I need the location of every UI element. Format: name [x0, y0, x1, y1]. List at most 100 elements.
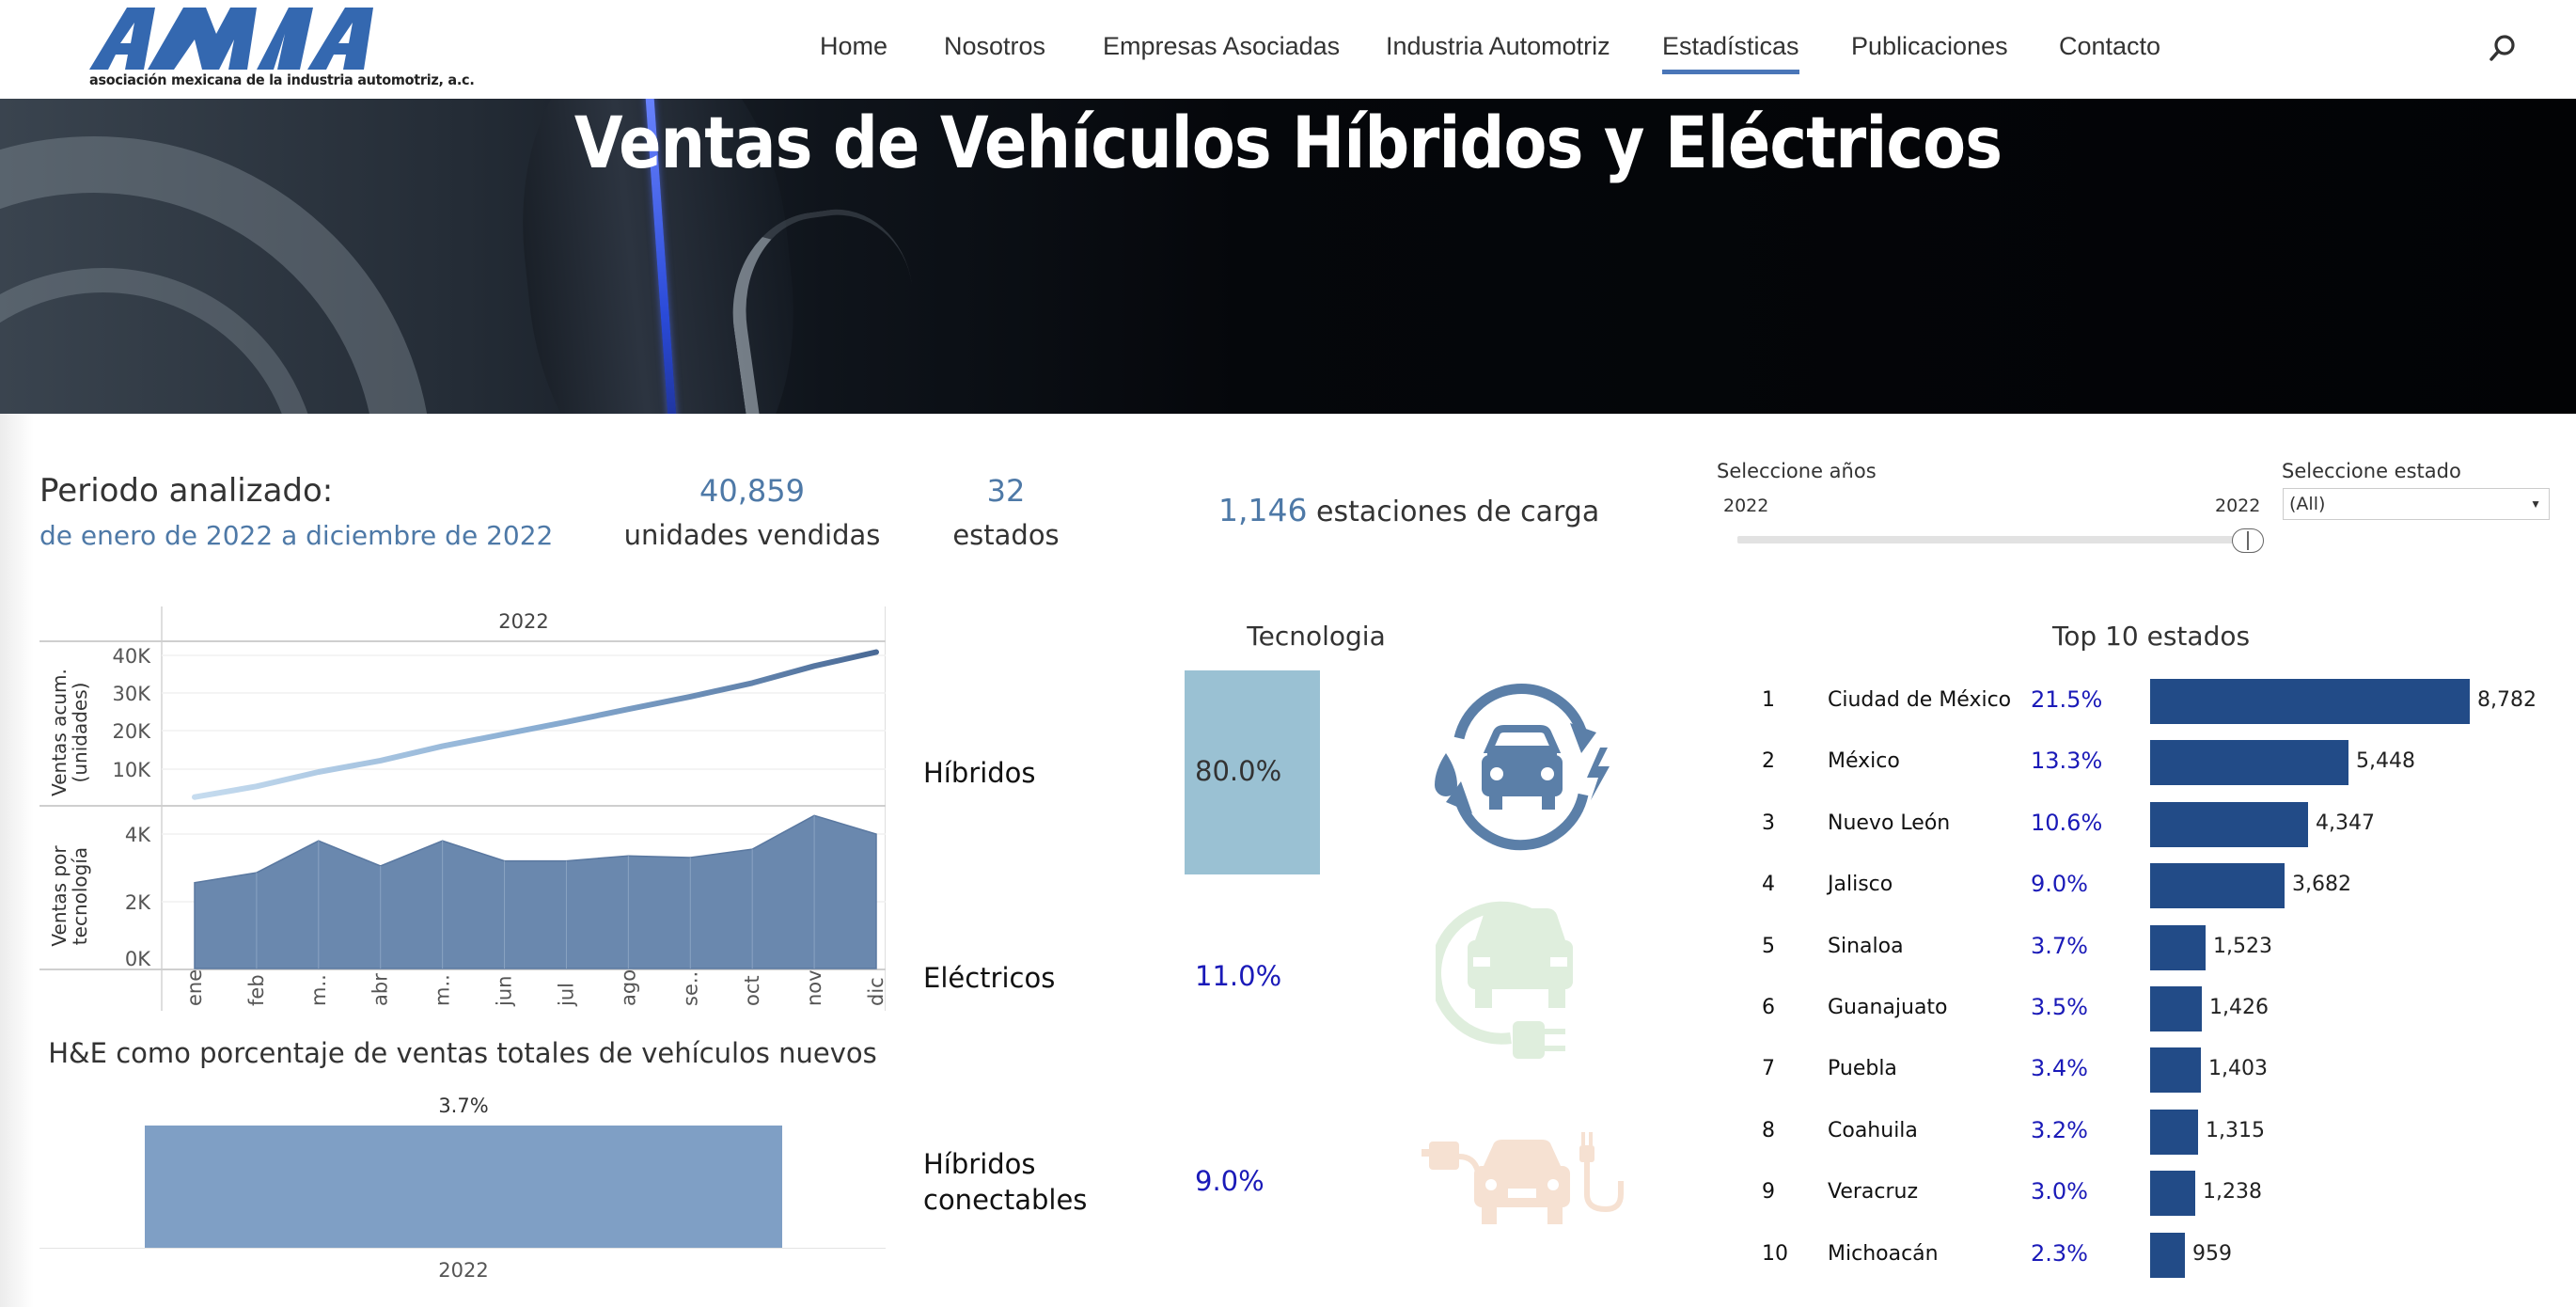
area-ylabel-line1: Ventas por [48, 845, 71, 947]
month-tick: se.. [679, 971, 701, 1006]
state-percent: 3.7% [2031, 932, 2088, 959]
state-units: 1,426 [2209, 996, 2269, 1019]
nav-home[interactable]: Home [820, 32, 888, 60]
top10-row[interactable]: 1 Ciudad de México 21.5% 8,782 [1751, 679, 2559, 724]
top10-row[interactable]: 3 Nuevo León 10.6% 4,347 [1751, 801, 2559, 847]
state-percent: 3.2% [2031, 1116, 2088, 1143]
top10-row[interactable]: 10 Michoacán 2.3% 959 [1751, 1232, 2559, 1278]
state-units: 8,782 [2477, 688, 2537, 712]
state-units: 5,448 [2356, 749, 2415, 774]
nav-contacto[interactable]: Contacto [2059, 32, 2161, 60]
charging-stations: 1,146 estaciones de carga [1218, 492, 1599, 528]
year-range-slider[interactable] [1737, 536, 2245, 543]
state-percent: 10.6% [2031, 809, 2103, 836]
state-name: Puebla [1828, 1057, 1897, 1081]
state-sales-bar[interactable] [2150, 986, 2202, 1031]
tec-label-hibridos-conectables: Híbridos conectables [923, 1146, 1087, 1218]
top10-row[interactable]: 5 Sinaloa 3.7% 1,523 [1751, 924, 2559, 970]
state-sales-bar[interactable] [2150, 1232, 2185, 1278]
state-units: 1,523 [2213, 934, 2272, 958]
chart-year-header: 2022 [498, 610, 549, 633]
state-sales-bar[interactable] [2150, 679, 2470, 724]
nav-industria-automotriz[interactable]: Industria Automotriz [1386, 32, 1610, 60]
cumulative-sales-line[interactable] [192, 649, 879, 800]
top10-row[interactable]: 7 Puebla 3.4% 1,403 [1751, 1047, 2559, 1094]
state-sales-bar[interactable] [2150, 924, 2206, 970]
units-sold-value: 40,859 [699, 473, 805, 509]
state-name: Ciudad de México [1828, 688, 2012, 712]
rank: 3 [1762, 811, 1775, 835]
line-ylabel-line2: (unidades) [69, 682, 91, 783]
tec-label-hibridos: Híbridos [923, 757, 1036, 789]
rank: 9 [1762, 1180, 1775, 1205]
top10-row[interactable]: 8 Coahuila 3.2% 1,315 [1751, 1109, 2559, 1155]
state-units: 3,682 [2292, 873, 2351, 897]
rank: 4 [1762, 873, 1775, 897]
amia-logo-icon [89, 8, 373, 70]
state-filter-label: Seleccione estado [2282, 460, 2461, 482]
state-percent: 9.0% [2031, 871, 2088, 898]
state-sales-bar[interactable] [2150, 1109, 2198, 1155]
month-tick: ene [183, 969, 206, 1006]
year-min-value: 2022 [1723, 496, 1769, 516]
state-sales-bar[interactable] [2150, 801, 2308, 847]
monthly-sales-chart: 40K 30K 20K 10K 4K 2K 0K ene feb m.. abr m..… [39, 606, 887, 1011]
state-sales-bar[interactable] [2150, 1171, 2195, 1217]
electric-car-plug-icon [1430, 880, 1605, 1068]
he-percentage-bar[interactable] [145, 1126, 782, 1248]
rank: 8 [1762, 1118, 1775, 1142]
rank: 5 [1762, 934, 1775, 958]
top10-row[interactable]: 2 México 13.3% 5,448 [1751, 740, 2559, 786]
amia-logo[interactable]: asociación mexicana de la industria auto… [89, 6, 489, 92]
plugin-hybrid-car-icon [1422, 1128, 1625, 1234]
tecnologia-title: Tecnologia [1247, 621, 1386, 652]
top10-row[interactable]: 9 Veracruz 3.0% 1,238 [1751, 1171, 2559, 1217]
state-name: Jalisco [1828, 873, 1893, 897]
periodo-range: de enero de 2022 a diciembre de 2022 [39, 520, 554, 551]
top10-title: Top 10 estados [2051, 621, 2251, 652]
states-label: estados [952, 519, 1060, 551]
he-year-label: 2022 [438, 1259, 489, 1282]
tec-value-electricos: 11.0% [1195, 960, 1282, 992]
left-edge-shade [0, 414, 34, 1307]
top10-row[interactable]: 6 Guanajuato 3.5% 1,426 [1751, 986, 2559, 1031]
state-sales-bar[interactable] [2150, 863, 2285, 909]
nav-publicaciones[interactable]: Publicaciones [1851, 32, 2008, 60]
year-slider-handle[interactable] [2232, 528, 2264, 553]
rank: 2 [1762, 749, 1775, 774]
years-filter-label: Seleccione años [1717, 460, 1877, 482]
state-name: Nuevo León [1828, 811, 1951, 835]
state-name: Michoacán [1828, 1241, 1939, 1266]
month-tick: dic [865, 977, 886, 1006]
state-sales-bar[interactable] [2150, 1047, 2201, 1094]
month-tick: abr [369, 973, 392, 1006]
top10-row[interactable]: 4 Jalisco 9.0% 3,682 [1751, 863, 2559, 909]
periodo-label: Periodo analizado: [39, 472, 334, 510]
y-tick-20k: 20K [113, 720, 152, 743]
nav-nosotros[interactable]: Nosotros [944, 32, 1046, 60]
state-units: 959 [2192, 1241, 2232, 1266]
nav-empresas-asociadas[interactable]: Empresas Asociadas [1103, 32, 1341, 60]
y-tick-4k: 4K [125, 824, 151, 846]
state-name: Veracruz [1828, 1180, 1919, 1205]
state-select[interactable]: (All) ▼ [2283, 488, 2550, 520]
state-percent: 3.4% [2031, 1055, 2088, 1082]
state-select-value: (All) [2289, 494, 2326, 514]
state-sales-bar[interactable] [2150, 740, 2348, 786]
line-ylabel-line1: Ventas acum. [48, 669, 71, 796]
tec-label-line1: Híbridos [923, 1148, 1036, 1180]
y-tick-2k: 2K [125, 891, 151, 914]
state-units: 1,403 [2208, 1057, 2268, 1081]
nav-estadisticas[interactable]: Estadísticas [1662, 32, 1799, 74]
state-name: Sinaloa [1828, 934, 1904, 958]
search-button[interactable] [2486, 32, 2520, 66]
dropdown-arrow-icon: ▼ [2530, 497, 2541, 511]
state-name: Coahuila [1828, 1118, 1918, 1142]
area-ylabel-line2: tecnología [69, 846, 91, 946]
sales-by-technology-area[interactable] [194, 814, 877, 969]
charging-stations-label: estaciones de carga [1316, 496, 1600, 528]
month-tick: oct [741, 975, 763, 1006]
rank: 10 [1762, 1241, 1788, 1266]
state-percent: 21.5% [2031, 686, 2103, 713]
tec-bar-hibridos[interactable] [1185, 670, 1320, 874]
